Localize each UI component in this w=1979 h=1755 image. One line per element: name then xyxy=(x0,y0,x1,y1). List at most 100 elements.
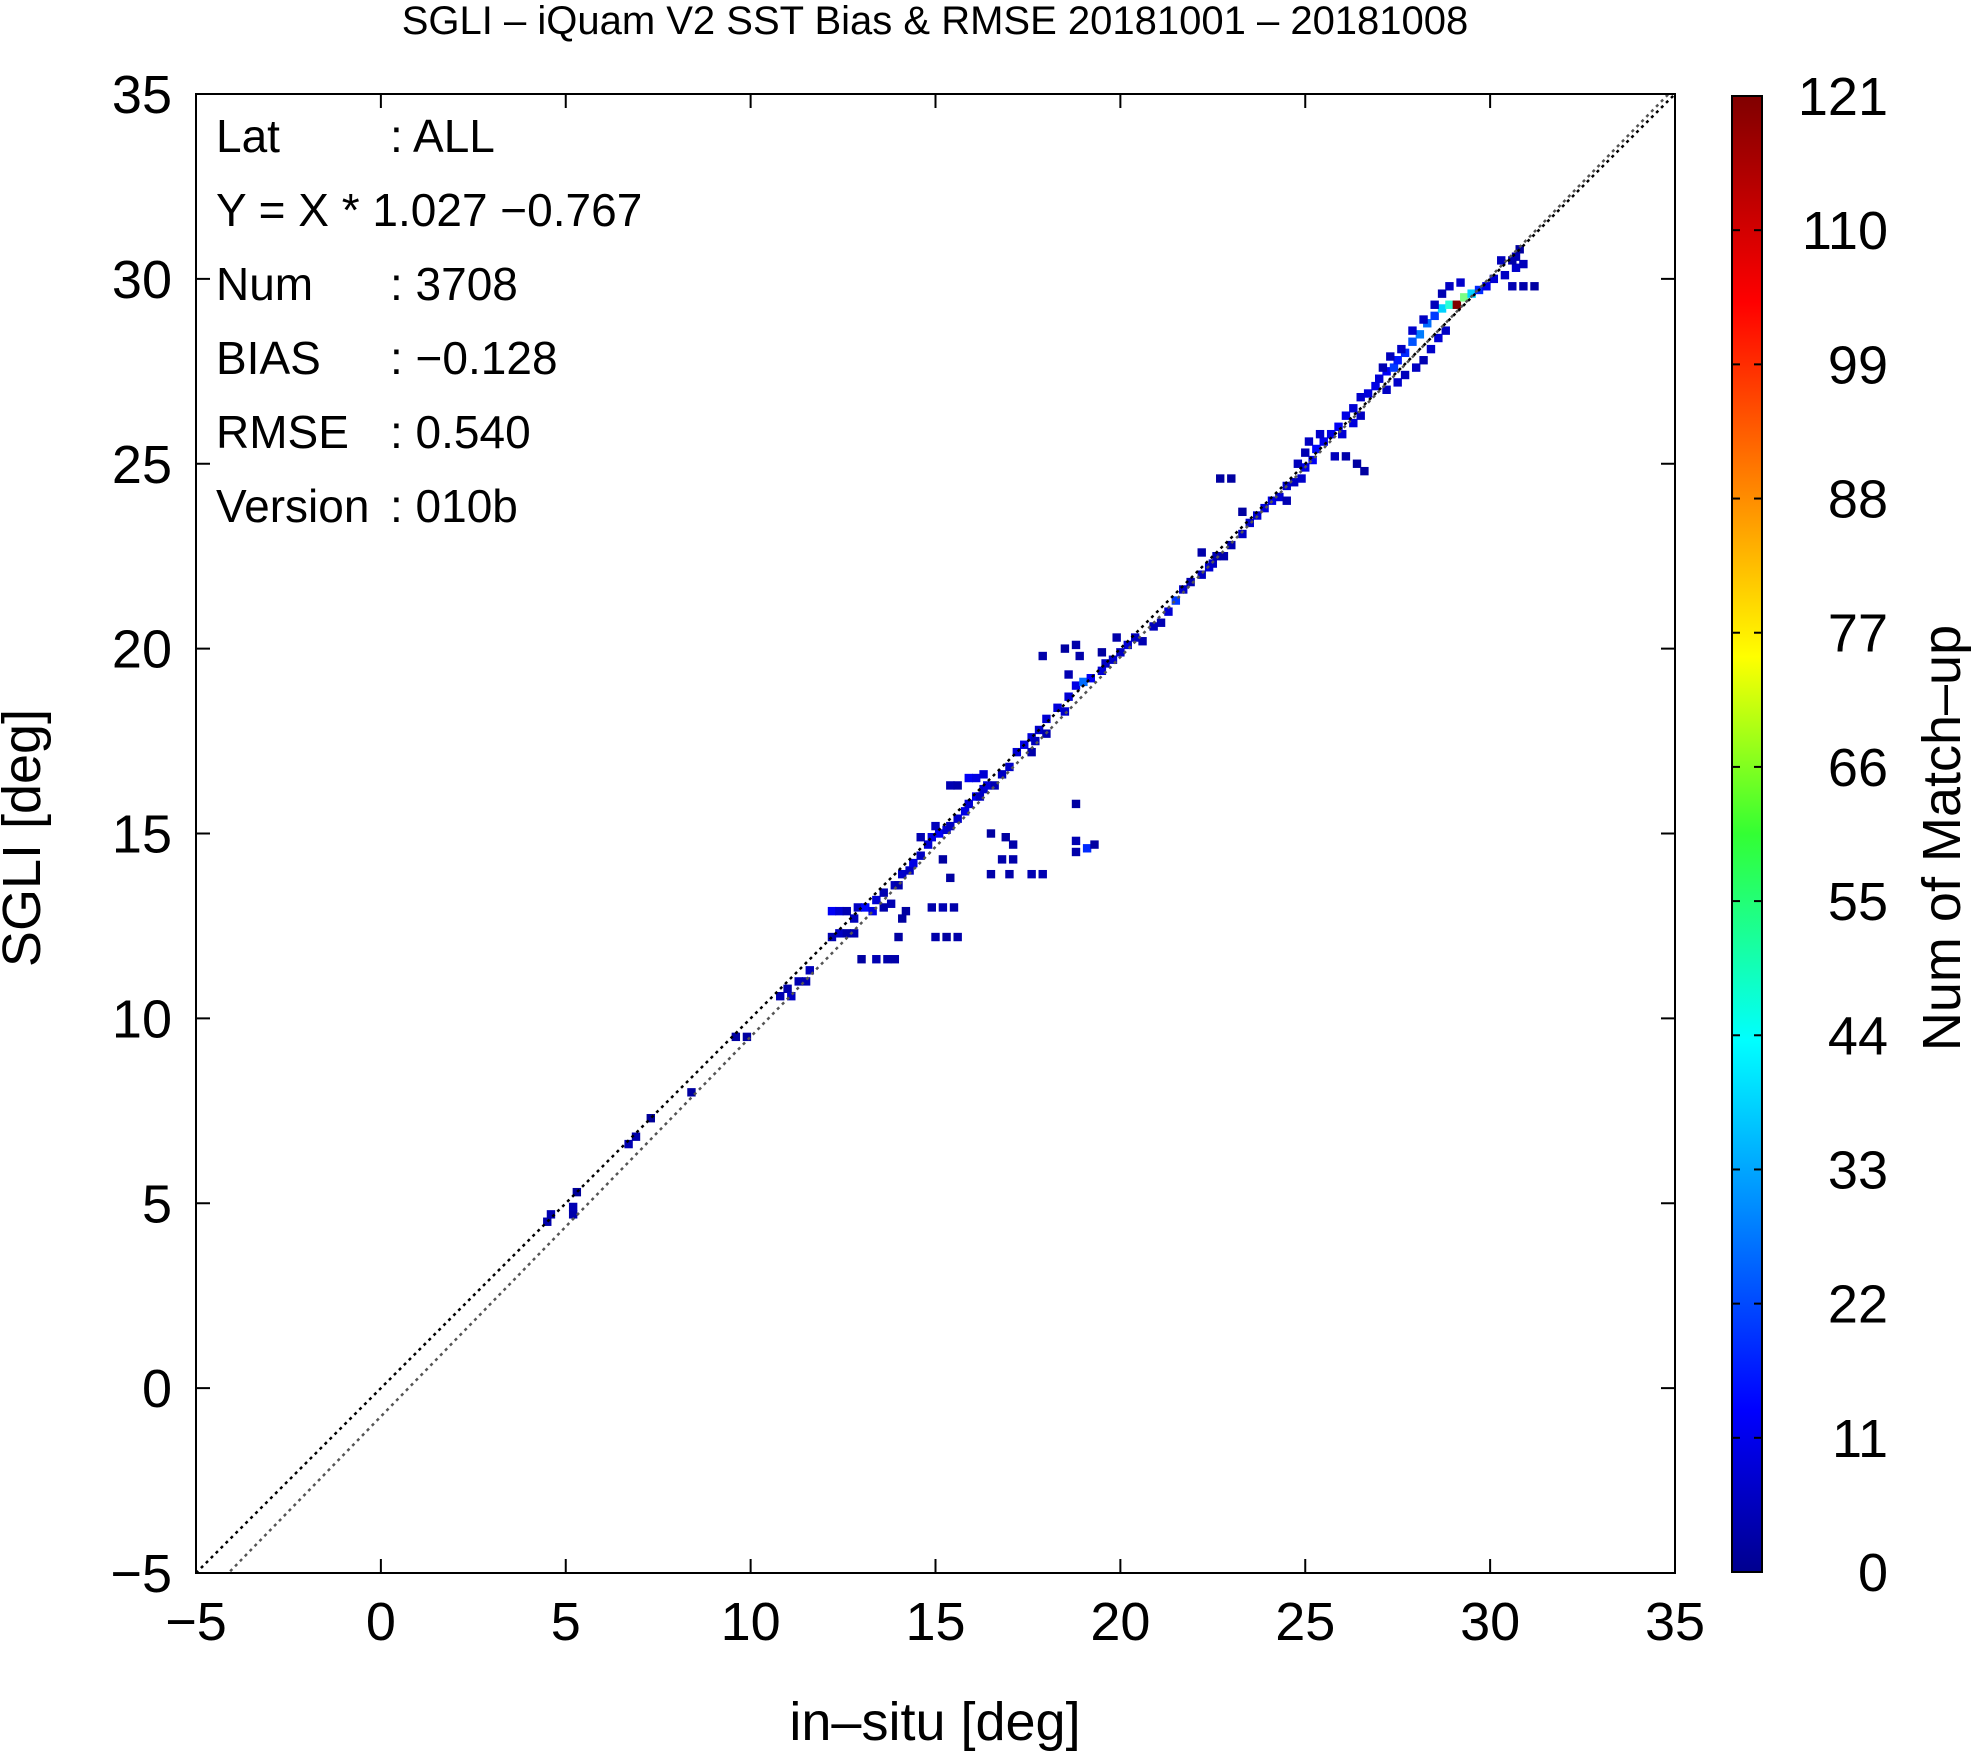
heatmap-cell xyxy=(1419,315,1428,324)
heatmap-cell xyxy=(1375,374,1384,383)
heatmap-cell xyxy=(1434,333,1443,343)
heatmap-cell xyxy=(1086,674,1095,683)
heatmap-cell xyxy=(1075,651,1084,661)
heatmap-cell xyxy=(1319,437,1328,446)
heatmap-cell xyxy=(842,906,851,916)
heatmap-cell xyxy=(1326,429,1336,439)
heatmap-cell xyxy=(960,807,970,816)
heatmap-cell xyxy=(1360,466,1369,476)
heatmap-cell xyxy=(1445,282,1454,291)
chart-title: SGLI – iQuam V2 SST Bias & RMSE 20181001… xyxy=(402,0,1469,43)
heatmap-cell xyxy=(1227,540,1236,550)
heatmap-cell xyxy=(964,799,973,809)
heatmap-cell xyxy=(1460,293,1469,302)
x-tick-label: 20 xyxy=(1090,1592,1150,1652)
heatmap-cell xyxy=(916,851,925,860)
heatmap-cell xyxy=(742,1032,752,1042)
x-axis-ticks: −5 0 5 10 15 20 25 30 35 xyxy=(165,94,1705,1652)
heatmap-cell xyxy=(898,914,907,923)
heatmap-cell xyxy=(883,955,892,964)
heatmap-cell xyxy=(842,929,851,938)
heatmap-cell xyxy=(1053,703,1062,712)
y-axis-ticks: −5 0 5 10 15 20 25 30 35 xyxy=(110,65,1675,1604)
heatmap-cell xyxy=(568,1210,578,1219)
heatmap-cell xyxy=(1179,585,1188,594)
heatmap-cell xyxy=(1482,282,1491,291)
heatmap-cell xyxy=(1071,681,1081,690)
heatmap-cell xyxy=(931,932,940,942)
heatmap-cell xyxy=(986,829,996,838)
heatmap-cell xyxy=(1508,282,1517,291)
heatmap-cell xyxy=(1378,363,1388,372)
heatmap-cell xyxy=(1027,869,1036,879)
heatmap-cell xyxy=(1130,633,1140,642)
heatmap-cell xyxy=(1437,289,1447,298)
heatmap-cell xyxy=(776,991,785,1001)
heatmap-cell xyxy=(861,903,870,912)
heatmap-cell xyxy=(946,781,955,790)
heatmap-cell xyxy=(1497,256,1506,265)
heatmap-cell xyxy=(1082,844,1092,853)
heatmap-cell xyxy=(1260,503,1269,513)
heatmap-cell xyxy=(646,1114,655,1123)
heatmap-cell xyxy=(953,932,962,942)
heatmap-cell xyxy=(916,833,925,842)
heatmap-cell xyxy=(1393,378,1402,387)
heatmap-cell xyxy=(886,899,896,908)
stat-key: BIAS xyxy=(216,332,321,384)
heatmap-cell xyxy=(1282,496,1291,505)
heatmap-cell xyxy=(1238,507,1247,517)
heatmap-cell xyxy=(1123,640,1132,650)
heatmap-cell xyxy=(879,888,888,897)
heatmap-cell xyxy=(1108,655,1118,664)
heatmap-cell xyxy=(827,932,837,942)
stat-value: : 0.540 xyxy=(390,406,531,458)
stat-value: : 3708 xyxy=(390,258,518,310)
heatmap-cell xyxy=(568,1202,578,1212)
heatmap-cell xyxy=(1419,356,1428,365)
heatmap-cell xyxy=(1097,648,1107,657)
heatmap-cell xyxy=(938,855,948,864)
heatmap-cell xyxy=(946,821,955,831)
y-tick-label: 5 xyxy=(142,1174,172,1234)
heatmap-cell xyxy=(1334,422,1343,431)
y-tick-label: −5 xyxy=(110,1544,172,1604)
heatmap-cell xyxy=(687,1088,696,1097)
heatmap-cell xyxy=(1397,344,1406,354)
heatmap-cell xyxy=(1212,551,1221,561)
heatmap-cell xyxy=(868,906,877,916)
colorbar-tick-label: 44 xyxy=(1828,1006,1888,1066)
heatmap-cell xyxy=(546,1210,556,1219)
heatmap-cell xyxy=(1197,548,1206,557)
heatmap-cell xyxy=(1164,607,1173,616)
y-tick-label: 0 xyxy=(142,1359,172,1419)
colorbar-tick-label: 88 xyxy=(1828,470,1888,530)
y-tick-label: 25 xyxy=(112,435,172,495)
heatmap-cell xyxy=(1297,474,1306,483)
heatmap-cell xyxy=(909,858,918,868)
heatmap-cell xyxy=(927,833,936,842)
reference-lines xyxy=(196,94,1675,1573)
heatmap-cell xyxy=(849,929,859,938)
heatmap-cell xyxy=(1363,389,1373,398)
x-tick-label: 0 xyxy=(366,1592,396,1652)
heatmap-cell xyxy=(1079,677,1088,687)
stat-key: Num xyxy=(216,258,313,310)
heatmap-cell xyxy=(827,906,837,916)
heatmap-cell xyxy=(1012,747,1022,757)
heatmap-cell xyxy=(1408,326,1417,335)
x-tick-label: 30 xyxy=(1460,1592,1520,1652)
heatmap-cell xyxy=(927,903,936,912)
heatmap-cell xyxy=(805,966,814,975)
colorbar xyxy=(1731,95,1763,1573)
heatmap-cell xyxy=(938,903,948,912)
heatmap-cell xyxy=(1097,666,1107,676)
y-tick-label: 20 xyxy=(112,620,172,680)
heatmap-cell xyxy=(1430,300,1439,309)
heatmap-cell xyxy=(1112,633,1121,642)
heatmap-cell xyxy=(1386,352,1395,361)
heatmap-cell xyxy=(1382,385,1391,394)
heatmap-cell xyxy=(835,906,844,916)
heatmap-cell xyxy=(1171,596,1181,605)
heatmap-cell xyxy=(1186,577,1195,587)
